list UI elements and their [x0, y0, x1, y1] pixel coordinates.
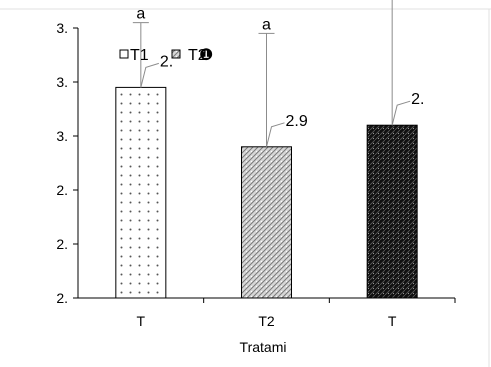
- y-tick-label: 3.: [56, 128, 68, 144]
- significance-letter: a: [262, 16, 271, 33]
- x-tick-label: T: [388, 313, 397, 329]
- x-tick-label: T: [137, 313, 146, 329]
- x-axis-title: Tratami: [240, 339, 287, 355]
- legend: T1 T2 ❶: [119, 47, 213, 64]
- x-axis: T T2 T: [78, 297, 456, 329]
- bar-series: [115, 86, 418, 299]
- legend-label-t2: T2: [188, 47, 207, 64]
- data-label: 2.: [160, 53, 173, 70]
- legend-swatch-t2: [171, 49, 181, 59]
- legend-overflow-glyph: ❶: [199, 47, 213, 64]
- value-leader-line: [140, 62, 159, 88]
- y-tick-label: 2.: [56, 290, 68, 306]
- annotations: a2.a2.9a2.: [136, 6, 425, 147]
- y-tick-label: 3.: [56, 20, 68, 36]
- value-leader-line: [266, 122, 285, 147]
- x-tick-label: T2: [258, 313, 275, 329]
- y-tick-label: 3.: [56, 74, 68, 90]
- data-label: 2.: [411, 91, 424, 108]
- legend-swatch-t1: [119, 49, 129, 59]
- value-leader-line: [391, 100, 411, 126]
- bar: [241, 146, 292, 299]
- bar: [115, 86, 167, 299]
- significance-letter: a: [136, 6, 145, 23]
- data-label: 2.9: [286, 113, 308, 130]
- y-axis: 2. 2. 2. 3. 3. 3.: [56, 20, 79, 306]
- legend-label-t1: T1: [130, 47, 149, 64]
- y-tick-label: 2.: [56, 182, 68, 198]
- error-bars: [132, 0, 393, 147]
- bar: [366, 124, 418, 299]
- y-tick-label: 2.: [56, 236, 68, 252]
